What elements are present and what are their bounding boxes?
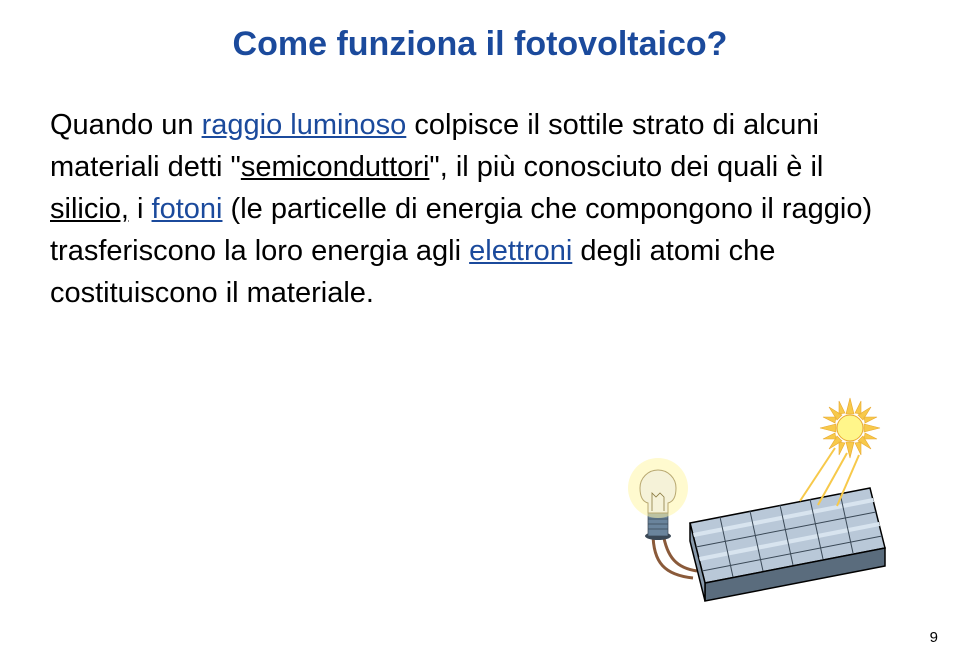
plain-text: Quando un <box>50 109 202 141</box>
page-title: Come funziona il fotovoltaico? <box>50 25 910 64</box>
body-paragraph: Quando un raggio luminoso colpisce il so… <box>50 104 910 314</box>
solar-panel-diagram <box>615 393 895 603</box>
underlined-text: silicio, <box>50 193 129 225</box>
hyperlink-text: raggio luminoso <box>202 109 407 141</box>
hyperlink-text: fotoni <box>152 193 223 225</box>
hyperlink-text: elettroni <box>469 235 572 267</box>
slide: Come funziona il fotovoltaico? Quando un… <box>0 0 960 658</box>
plain-text: ", il più conosciuto dei quali è il <box>429 151 823 183</box>
page-number: 9 <box>930 629 938 646</box>
plain-text: i <box>129 193 152 225</box>
underlined-text: semiconduttori <box>241 151 430 183</box>
